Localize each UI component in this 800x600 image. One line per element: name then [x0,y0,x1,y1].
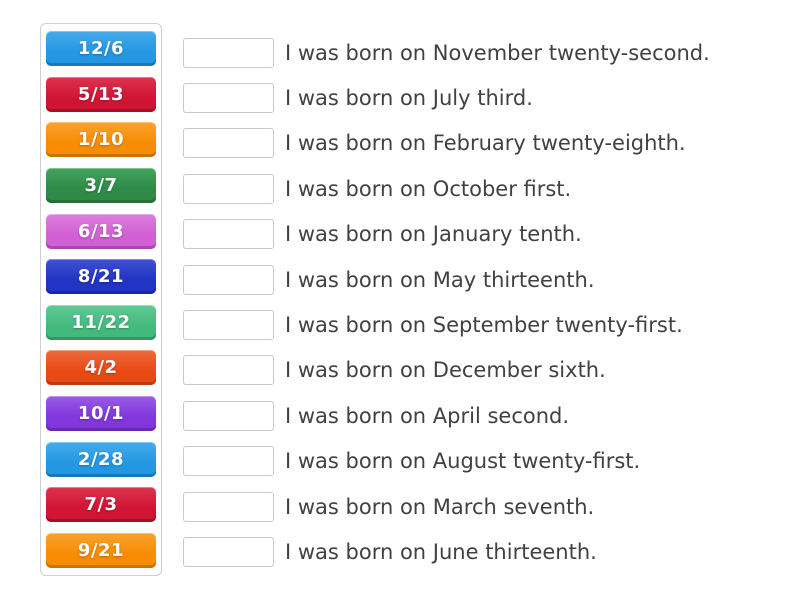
clue-sentence: I was born on September twenty-first. [285,313,683,338]
answer-tile-label: 9/21 [77,539,125,561]
match-row: I was born on November twenty-second. [183,30,710,75]
match-row: I was born on December sixth. [183,348,710,393]
answer-tile[interactable]: 3/7 [46,167,156,203]
match-row: I was born on January tenth. [183,212,710,257]
match-row: I was born on August twenty-first. [183,439,710,484]
answer-tile-label: 7/3 [84,494,118,516]
drop-zone[interactable] [183,264,274,295]
match-row: I was born on June thirteenth. [183,529,710,574]
drop-zone[interactable] [183,128,274,159]
answer-tile[interactable]: 5/13 [46,76,156,112]
answer-tile[interactable]: 8/21 [46,259,156,295]
drop-zone[interactable] [183,355,274,386]
answer-tile-label: 11/22 [71,311,131,333]
answer-tile-label: 12/6 [77,38,125,59]
answer-tile-label: 1/10 [77,129,125,151]
drop-zone[interactable] [183,536,274,567]
clue-sentence: I was born on April second. [285,403,570,428]
clue-sentence: I was born on July third. [285,86,533,111]
drop-zone[interactable] [183,446,274,477]
answer-tile-label: 2/28 [77,448,125,470]
answer-tile[interactable]: 9/21 [46,532,156,568]
match-row: I was born on April second. [183,393,710,438]
match-row: I was born on May thirteenth. [183,257,710,302]
answer-tile[interactable]: 11/22 [46,304,156,340]
answer-tile-label: 6/13 [77,220,125,242]
drop-zone[interactable] [183,491,274,522]
match-row-list: I was born on November twenty-second. I w… [183,30,710,575]
answer-tile[interactable]: 10/1 [46,396,156,431]
answer-tile-column: 12/6 5/13 1/10 3/7 6/13 8/21 11/22 4/2 10/1 2/28 7… [40,23,162,576]
drop-zone[interactable] [183,400,274,431]
clue-sentence: I was born on January tenth. [285,222,582,247]
answer-tile[interactable]: 4/2 [46,350,156,386]
match-row: I was born on March seventh. [183,484,710,529]
match-row: I was born on October first. [183,166,710,211]
answer-tile-label: 3/7 [84,174,118,196]
answer-tile[interactable]: 7/3 [46,487,156,523]
answer-tile[interactable]: 12/6 [46,31,156,66]
drop-zone[interactable] [183,83,274,114]
clue-sentence: I was born on November twenty-second. [285,40,710,65]
drop-zone[interactable] [183,173,274,204]
clue-sentence: I was born on December sixth. [285,358,606,383]
match-row: I was born on September twenty-first. [183,302,710,347]
clue-sentence: I was born on March seventh. [285,494,595,519]
answer-tile[interactable]: 1/10 [46,122,156,158]
answer-tile[interactable]: 6/13 [46,213,156,249]
clue-sentence: I was born on June thirteenth. [285,539,597,564]
match-row: I was born on February twenty-eighth. [183,121,710,166]
drop-zone[interactable] [183,219,274,250]
drop-zone[interactable] [183,310,274,341]
clue-sentence: I was born on August twenty-first. [285,449,641,474]
drop-zone[interactable] [183,37,274,68]
answer-tile-label: 5/13 [77,83,125,105]
clue-sentence: I was born on February twenty-eighth. [285,131,686,156]
answer-tile-label: 8/21 [77,266,125,288]
answer-tile-label: 4/2 [84,357,118,379]
clue-sentence: I was born on October first. [285,176,572,201]
match-row: I was born on July third. [183,75,710,120]
answer-tile-label: 10/1 [77,403,125,424]
answer-tile[interactable]: 2/28 [46,441,156,477]
clue-sentence: I was born on May thirteenth. [285,267,595,292]
